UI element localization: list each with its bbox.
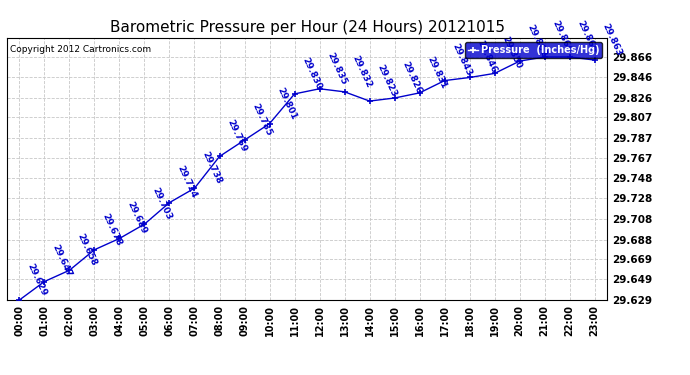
Text: 29.703: 29.703 bbox=[150, 186, 173, 221]
Title: Barometric Pressure per Hour (24 Hours) 20121015: Barometric Pressure per Hour (24 Hours) … bbox=[110, 20, 504, 35]
Text: Copyright 2012 Cartronics.com: Copyright 2012 Cartronics.com bbox=[10, 45, 151, 54]
Text: 29.647: 29.647 bbox=[50, 243, 73, 279]
Text: 29.658: 29.658 bbox=[75, 232, 98, 267]
Text: 29.801: 29.801 bbox=[275, 86, 298, 121]
Text: 29.846: 29.846 bbox=[475, 39, 498, 75]
Text: 29.831: 29.831 bbox=[425, 55, 448, 90]
Text: 29.850: 29.850 bbox=[500, 35, 523, 70]
Text: 29.826: 29.826 bbox=[400, 60, 423, 95]
Text: 29.866: 29.866 bbox=[575, 19, 598, 54]
Text: 29.785: 29.785 bbox=[250, 102, 273, 137]
Text: 29.835: 29.835 bbox=[325, 51, 348, 86]
Text: 29.629: 29.629 bbox=[25, 262, 48, 297]
Text: 29.823: 29.823 bbox=[375, 63, 398, 98]
Text: 29.830: 29.830 bbox=[300, 56, 323, 91]
Text: 29.724: 29.724 bbox=[175, 164, 198, 200]
Text: 29.863: 29.863 bbox=[600, 22, 623, 57]
Text: 29.738: 29.738 bbox=[200, 150, 223, 186]
Text: 29.866: 29.866 bbox=[550, 19, 573, 54]
Text: 29.843: 29.843 bbox=[450, 42, 473, 78]
Text: 29.689: 29.689 bbox=[125, 200, 148, 236]
Text: 29.769: 29.769 bbox=[225, 118, 248, 154]
Text: 29.862: 29.862 bbox=[525, 23, 548, 58]
Legend: Pressure  (Inches/Hg): Pressure (Inches/Hg) bbox=[465, 42, 602, 58]
Text: 29.678: 29.678 bbox=[100, 211, 123, 247]
Text: 29.832: 29.832 bbox=[350, 54, 373, 89]
